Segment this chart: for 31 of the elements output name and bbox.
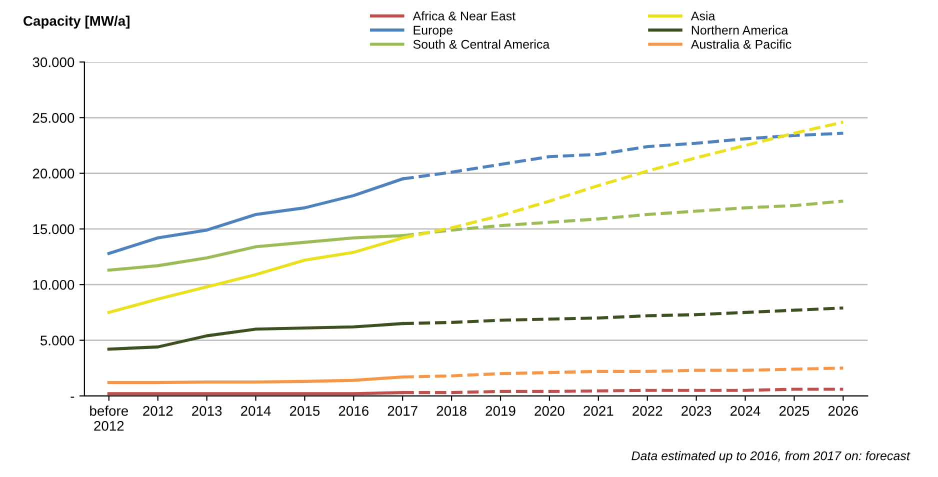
legend-label: Australia & Pacific: [690, 40, 792, 49]
x-tick-label: 2012: [143, 406, 173, 416]
y-tick-label: 20.000: [32, 168, 74, 178]
text: Data estimated up to 2016, from 2017 on: forecast: [632, 451, 910, 463]
x-tick-label: 2019: [486, 406, 516, 416]
legend-label: Northern America: [692, 25, 788, 35]
x-tick-label: 2016: [338, 406, 368, 416]
y-tick-label: 5.000: [40, 336, 74, 346]
x-tick-label: 2014: [241, 406, 271, 416]
x-tick-label: before 2012: [90, 406, 128, 431]
y-tick-label: 10.000: [33, 280, 74, 290]
x-tick-label: 2024: [730, 406, 760, 416]
x-tick-label: 2023: [682, 406, 712, 416]
y-tick-label: 25.000: [32, 112, 74, 123]
x-tick-label: 2013: [192, 406, 222, 416]
x-tick-label: 2022: [632, 406, 662, 416]
x-tick-label: 2021: [584, 406, 614, 416]
legend-label: South & Central America: [413, 40, 550, 49]
legend-label: Europe: [414, 26, 453, 38]
x-tick-label: 2026: [828, 406, 858, 416]
y-tick-label: 15.000: [33, 224, 74, 234]
y-tick-label: -: [70, 396, 74, 398]
legend-label: Africa & Near East: [412, 11, 516, 20]
x-tick-label: 2018: [436, 406, 466, 416]
x-tick-label: 2017: [388, 406, 418, 416]
legend-label: Asia: [690, 11, 716, 20]
y-tick-label: 30.000: [32, 57, 74, 68]
y-axis-title: Capacity [MW/a]: [24, 16, 130, 29]
x-tick-label: 2025: [779, 406, 810, 416]
x-tick-label: 2020: [534, 406, 564, 416]
x-tick-label: 2015: [290, 406, 320, 416]
